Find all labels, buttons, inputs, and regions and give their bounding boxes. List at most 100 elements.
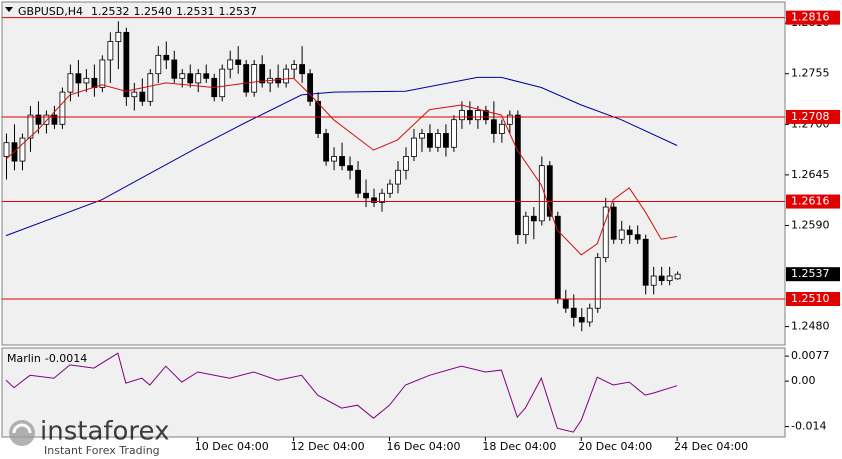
candle-body [275,77,282,84]
axis-layer: 1.28101.27551.27001.26451.25901.24801.28… [195,10,840,453]
candle-body [610,206,617,240]
y-tick-label: 1.2480 [791,320,830,333]
candle-body [578,317,585,323]
low: 1.2531 [176,5,215,18]
candle-body [283,68,290,84]
candle-body [459,110,465,121]
candle-body [530,215,537,222]
candle-body [498,123,505,134]
candle-body [427,133,433,148]
logo: instaforex Instant Forex Trading [9,417,169,457]
candle-body [650,275,657,286]
x-tick-label: 18 Dec 04:00 [482,440,556,453]
candle-body [546,165,553,217]
y-tick-label: 1.2755 [791,67,830,80]
level-label-box [786,10,840,25]
main-panel [1,1,786,346]
candle-body [538,165,545,222]
y-tick-label: 0.0077 [791,349,830,362]
level-label: 1.2816 [791,11,830,24]
candle-body [634,234,641,240]
candle-body [355,169,361,194]
candle-body [618,229,625,240]
candle-body [586,307,593,323]
y-tick-label: -0.014 [791,420,826,433]
close: 1.2537 [218,5,257,18]
candle-body [43,114,50,125]
candle-body [147,73,154,102]
candle-body [363,192,369,199]
candle-body [642,238,649,286]
candle-body [554,215,561,300]
candle-body [163,54,170,61]
candle-body [443,133,449,148]
candle-body [67,73,74,93]
candle-body [179,73,186,79]
candle-body [323,133,329,162]
candle-body [51,114,58,125]
candle-body [451,119,457,148]
candle-body [19,137,26,162]
plot-layer [2,17,785,433]
candle-body [27,114,34,139]
candle-body [131,91,138,98]
candle-body [339,156,345,167]
x-tick-label: 12 Dec 04:00 [291,440,365,453]
candle-body [562,298,569,309]
candle-body [187,73,194,84]
candle-body [570,307,577,318]
candle-body [666,275,673,282]
candle-body [379,192,385,203]
candle-body [299,64,306,75]
y-tick-label: 0.00 [791,374,816,387]
candle-body [411,137,417,157]
candle-body [227,59,234,70]
header: GBPUSD,H4 1.2532 1.2540 1.2531 1.2537 [18,5,257,18]
price-label: 1.2537 [791,267,830,280]
logo-name: instaforex [40,417,169,447]
x-tick-label: 24 Dec 04:00 [674,440,748,453]
indicator-line [5,76,678,237]
candle-body [171,59,178,79]
indicator-line [5,77,678,256]
candle-body [307,73,314,102]
x-tick-label: 20 Dec 04:00 [578,440,652,453]
candle-body [419,133,425,139]
candle-body [259,64,266,84]
candle-body [467,110,473,121]
candle-body [107,41,114,61]
y-tick-label: 1.2590 [791,218,830,231]
candle-body [474,110,481,121]
logo-tagline: Instant Forex Trading [44,444,160,457]
x-tick-label: 10 Dec 04:00 [195,440,269,453]
candle-body [115,31,122,42]
candle-body [99,59,106,88]
candle-body [291,64,298,70]
candle-body [3,142,10,157]
candle-body [395,169,401,185]
candle-body [387,183,393,194]
candle-body [75,73,82,84]
level-label-box [786,194,840,209]
symbol: GBPUSD,H4 [18,5,83,18]
header-arrow [5,7,13,12]
y-tick-label: 1.2645 [791,168,830,181]
logo-icon-arc [12,423,32,434]
candle-body [243,64,250,93]
indicator-line [5,352,678,433]
candle-body [203,73,210,79]
candle-body [626,229,633,236]
candle-body [347,165,353,171]
candle-body [506,114,513,125]
candle-body [482,110,489,121]
candle-body [219,68,226,98]
indicator-header: Marlin -0.0014 [7,352,87,365]
candle-body [235,59,242,65]
candle-body [490,119,497,134]
candle-body [331,156,337,162]
candle-body [602,206,609,259]
candle-body [59,91,66,125]
candle-body [155,54,162,75]
